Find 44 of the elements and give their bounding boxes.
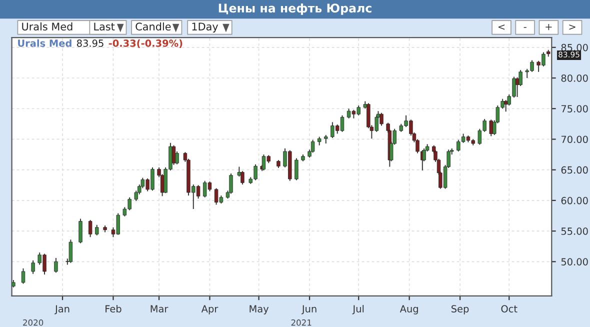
candlestick bbox=[489, 119, 493, 137]
x2-tick-label: 2020 bbox=[23, 319, 44, 326]
x2-tick-label: 2021 bbox=[291, 319, 312, 326]
y-tick-label: 55.00 bbox=[561, 228, 588, 235]
text: - bbox=[524, 27, 526, 28]
text: Last bbox=[94, 22, 115, 30]
annotation: 83.95 bbox=[77, 40, 104, 47]
annotation: -0.33(-0.39%) bbox=[108, 39, 182, 48]
x-tick-label: Oct bbox=[501, 305, 518, 312]
text: Urals Med bbox=[22, 22, 72, 30]
y-tick-label: 60.00 bbox=[561, 196, 588, 204]
candlestick bbox=[95, 224, 99, 236]
candlestick bbox=[54, 257, 58, 274]
y-tick-label: 50.00 bbox=[561, 258, 588, 266]
y-tick-label: 75.00 bbox=[561, 105, 588, 112]
candlestick bbox=[88, 220, 92, 238]
x-tick-label: Sep bbox=[452, 305, 469, 314]
text: > bbox=[569, 24, 576, 30]
text: < bbox=[498, 24, 505, 30]
candlestick bbox=[229, 173, 233, 194]
candlestick bbox=[31, 260, 35, 274]
x-tick-label: Feb bbox=[106, 304, 122, 312]
candlestick bbox=[310, 139, 315, 154]
candlestick bbox=[172, 144, 176, 166]
text: 1Day bbox=[192, 22, 218, 33]
candlestick bbox=[78, 218, 82, 244]
candlestick bbox=[68, 239, 73, 264]
x-tick-label: May bbox=[250, 305, 269, 314]
candlestick bbox=[21, 268, 26, 284]
candlestick bbox=[294, 158, 298, 181]
y-tick-label: 70.00 bbox=[561, 136, 588, 144]
text: + bbox=[546, 24, 552, 30]
x-tick-label: Apr bbox=[201, 305, 218, 314]
chart-title: Цены на нефть Юралс bbox=[218, 3, 372, 15]
x-tick-label: Jun bbox=[301, 305, 316, 314]
y-tick-label: 65.00 bbox=[561, 166, 588, 174]
x-tick-label: Aug bbox=[400, 305, 418, 314]
x-tick-label: Mar bbox=[150, 305, 168, 312]
candlestick bbox=[240, 170, 244, 186]
x-tick-label: Jul bbox=[352, 304, 364, 314]
text: Candle bbox=[136, 22, 171, 30]
x-tick-label: Jan bbox=[54, 305, 70, 314]
text: Urals Med bbox=[18, 39, 72, 47]
y-tick-label: 80.00 bbox=[561, 74, 588, 82]
